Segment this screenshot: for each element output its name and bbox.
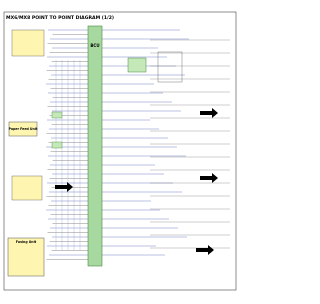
arrow (196, 245, 214, 255)
connector-block (157, 51, 183, 83)
arrow (55, 182, 73, 192)
small-board (51, 111, 63, 119)
bcu-board (87, 25, 103, 267)
sub-board (127, 57, 147, 73)
arrow (200, 173, 218, 183)
wires (46, 29, 230, 260)
paper-feed-box (8, 121, 38, 137)
arrow (200, 108, 218, 118)
sensor-block (11, 175, 43, 201)
title: MX6/MX8 POINT TO POINT DIAGRAM (1/2) (6, 15, 114, 21)
paper-feed-label: Paper Feed Unit (9, 127, 38, 131)
frame (3, 11, 237, 291)
bcu-label: BCU (90, 43, 99, 48)
fusing-label: Fusing Unit (16, 240, 37, 244)
sensor-block (11, 29, 45, 57)
diagram: MX6/MX8 POINT TO POINT DIAGRAM (1/2) BCU… (3, 11, 237, 291)
fusing-box (7, 237, 45, 277)
small-board (51, 141, 63, 149)
